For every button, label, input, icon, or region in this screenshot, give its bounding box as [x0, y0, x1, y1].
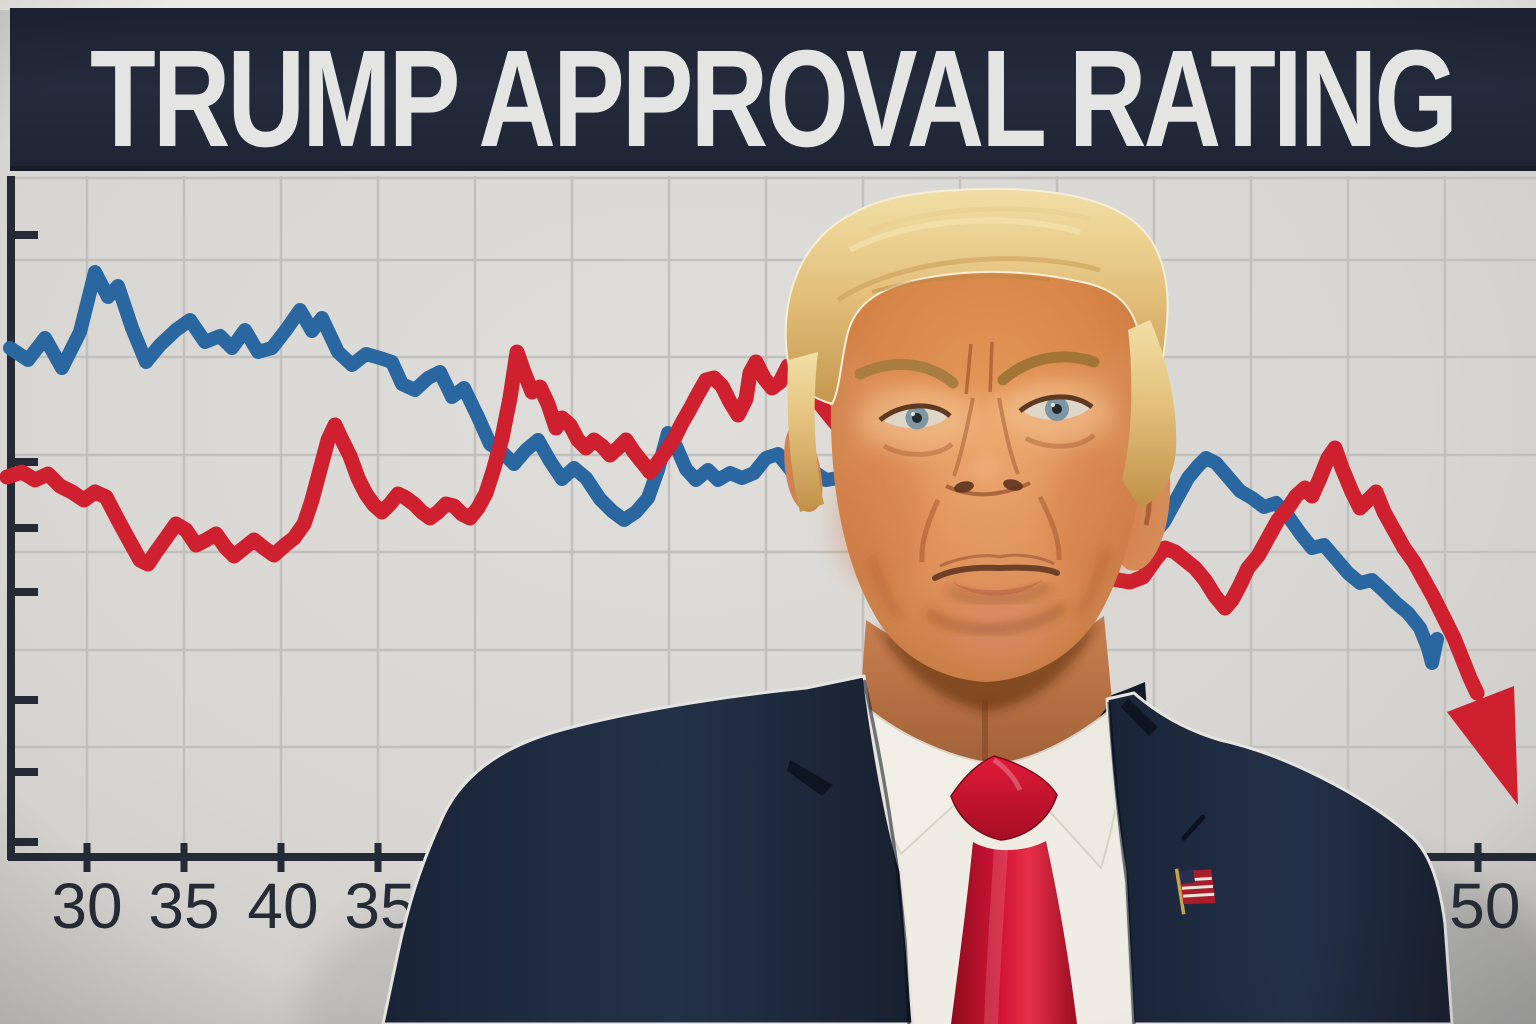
vignette-overlay [0, 0, 1536, 1024]
scene-svg: 30354035.50 TRUMP APPROVAL RATING [0, 0, 1536, 1024]
poster-scene: 30354035.50 TRUMP APPROVAL RATING [0, 0, 1536, 1024]
